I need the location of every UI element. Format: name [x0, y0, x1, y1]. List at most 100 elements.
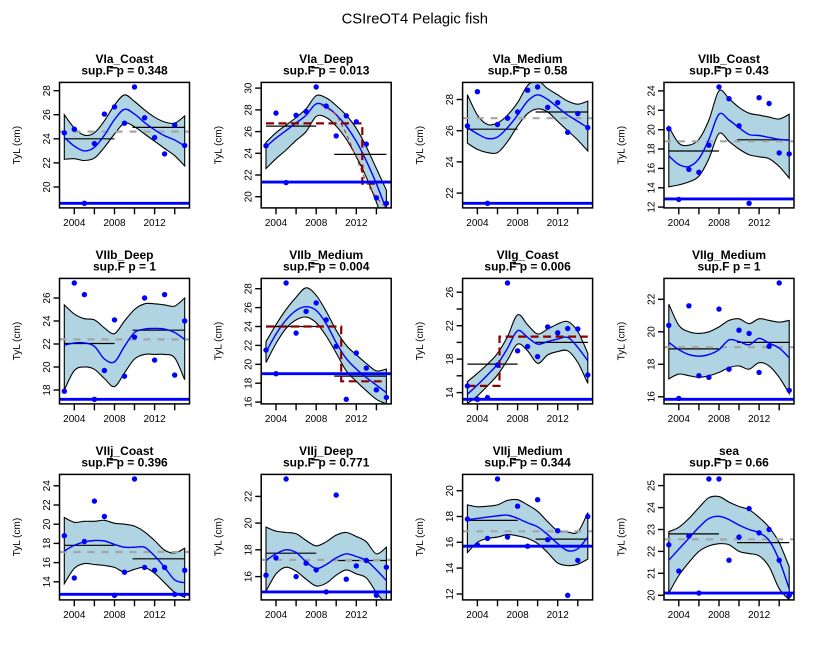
- svg-text:2008: 2008: [305, 218, 328, 229]
- svg-text:20: 20: [42, 518, 53, 530]
- svg-text:2004: 2004: [265, 610, 288, 621]
- svg-text:sup.F p = 1: sup.F p = 1: [697, 260, 760, 274]
- svg-text:2012: 2012: [748, 218, 771, 229]
- svg-text:14: 14: [445, 387, 456, 399]
- svg-text:20: 20: [42, 181, 53, 193]
- svg-text:2004: 2004: [265, 218, 288, 229]
- svg-text:TyL (cm): TyL (cm): [214, 518, 225, 557]
- svg-text:TyL (cm): TyL (cm): [214, 126, 225, 165]
- svg-text:2004: 2004: [63, 218, 86, 229]
- svg-text:16: 16: [42, 557, 53, 569]
- svg-text:2008: 2008: [708, 610, 731, 621]
- svg-text:2008: 2008: [103, 414, 126, 425]
- svg-text:23: 23: [647, 524, 658, 536]
- svg-text:26: 26: [42, 292, 53, 304]
- svg-text:22: 22: [445, 320, 456, 332]
- svg-text:2004: 2004: [668, 610, 691, 621]
- svg-text:20: 20: [647, 124, 658, 136]
- svg-text:TyL (cm): TyL (cm): [415, 518, 426, 557]
- svg-text:24: 24: [42, 133, 53, 145]
- svg-text:20: 20: [445, 485, 456, 497]
- svg-text:22: 22: [647, 293, 658, 305]
- svg-text:22: 22: [244, 490, 255, 502]
- svg-text:TyL (cm): TyL (cm): [214, 322, 225, 361]
- svg-text:VIa_Deep: VIa_Deep: [299, 52, 353, 66]
- svg-text:21: 21: [647, 567, 658, 579]
- svg-text:16: 16: [244, 396, 255, 408]
- svg-text:2012: 2012: [547, 610, 570, 621]
- svg-text:TyL (cm): TyL (cm): [617, 126, 628, 165]
- svg-text:14: 14: [647, 182, 658, 194]
- svg-text:18: 18: [647, 358, 658, 370]
- svg-text:16: 16: [647, 391, 658, 403]
- svg-text:24: 24: [42, 480, 53, 492]
- svg-text:20: 20: [244, 191, 255, 203]
- svg-text:sup.F p = 0.771: sup.F p = 0.771: [283, 456, 370, 470]
- svg-text:2008: 2008: [506, 610, 529, 621]
- svg-text:CSIreOT4 Pelagic fish: CSIreOT4 Pelagic fish: [342, 12, 488, 28]
- svg-text:2008: 2008: [103, 610, 126, 621]
- svg-text:26: 26: [244, 302, 255, 314]
- svg-text:2004: 2004: [466, 414, 489, 425]
- svg-text:sup.F p = 0.348: sup.F p = 0.348: [81, 64, 168, 78]
- svg-text:16: 16: [445, 536, 456, 548]
- svg-text:20: 20: [647, 589, 658, 601]
- svg-text:28: 28: [445, 94, 456, 106]
- svg-text:18: 18: [647, 143, 658, 155]
- svg-text:14: 14: [445, 562, 456, 574]
- svg-text:2008: 2008: [708, 218, 731, 229]
- svg-text:VIIj_Coast: VIIj_Coast: [95, 444, 153, 458]
- svg-text:VIIb_Medium: VIIb_Medium: [289, 248, 363, 262]
- svg-text:26: 26: [42, 109, 53, 121]
- svg-text:TyL (cm): TyL (cm): [12, 518, 23, 557]
- svg-text:22: 22: [647, 104, 658, 116]
- svg-text:sup.F p = 0.004: sup.F p = 0.004: [283, 260, 370, 274]
- svg-text:2004: 2004: [668, 218, 691, 229]
- svg-text:12: 12: [647, 201, 658, 213]
- svg-text:20: 20: [244, 517, 255, 529]
- svg-text:2004: 2004: [63, 414, 86, 425]
- svg-text:VIIj_Medium: VIIj_Medium: [493, 444, 563, 458]
- svg-text:2008: 2008: [506, 414, 529, 425]
- svg-text:26: 26: [244, 126, 255, 138]
- svg-text:sup.F p = 0.58: sup.F p = 0.58: [488, 64, 568, 78]
- svg-text:TyL (cm): TyL (cm): [617, 322, 628, 361]
- svg-text:2012: 2012: [143, 414, 166, 425]
- svg-text:TyL (cm): TyL (cm): [617, 518, 628, 557]
- svg-text:sup.F p = 0.43: sup.F p = 0.43: [689, 64, 769, 78]
- svg-text:24: 24: [647, 502, 658, 514]
- svg-text:22: 22: [244, 339, 255, 351]
- svg-text:16: 16: [647, 162, 658, 174]
- svg-text:2004: 2004: [668, 414, 691, 425]
- svg-text:22: 22: [42, 157, 53, 169]
- svg-text:22: 22: [445, 187, 456, 199]
- svg-text:VIa_Medium: VIa_Medium: [493, 52, 563, 66]
- svg-text:2012: 2012: [345, 414, 368, 425]
- svg-text:VIIg_Medium: VIIg_Medium: [692, 248, 766, 262]
- svg-text:2004: 2004: [466, 218, 489, 229]
- svg-text:TyL (cm): TyL (cm): [415, 322, 426, 361]
- svg-text:2012: 2012: [143, 610, 166, 621]
- svg-text:VIa_Coast: VIa_Coast: [95, 52, 153, 66]
- svg-text:TyL (cm): TyL (cm): [12, 322, 23, 361]
- svg-text:14: 14: [42, 576, 53, 588]
- svg-text:22: 22: [244, 169, 255, 181]
- svg-text:sup.F p = 0.006: sup.F p = 0.006: [484, 260, 571, 274]
- svg-text:VIIj_Deep: VIIj_Deep: [299, 444, 353, 458]
- svg-text:2012: 2012: [345, 218, 368, 229]
- svg-text:20: 20: [244, 358, 255, 370]
- svg-text:24: 24: [244, 321, 255, 333]
- svg-text:2008: 2008: [305, 414, 328, 425]
- svg-text:18: 18: [244, 377, 255, 389]
- svg-text:2004: 2004: [63, 610, 86, 621]
- svg-text:sup.F p = 0.013: sup.F p = 0.013: [283, 64, 370, 78]
- svg-text:2008: 2008: [305, 610, 328, 621]
- svg-text:2008: 2008: [506, 218, 529, 229]
- svg-text:sea: sea: [719, 444, 739, 458]
- svg-text:2012: 2012: [143, 218, 166, 229]
- svg-text:2012: 2012: [345, 610, 368, 621]
- svg-text:2008: 2008: [103, 218, 126, 229]
- svg-text:18: 18: [42, 537, 53, 549]
- svg-text:2012: 2012: [748, 414, 771, 425]
- svg-text:26: 26: [445, 125, 456, 137]
